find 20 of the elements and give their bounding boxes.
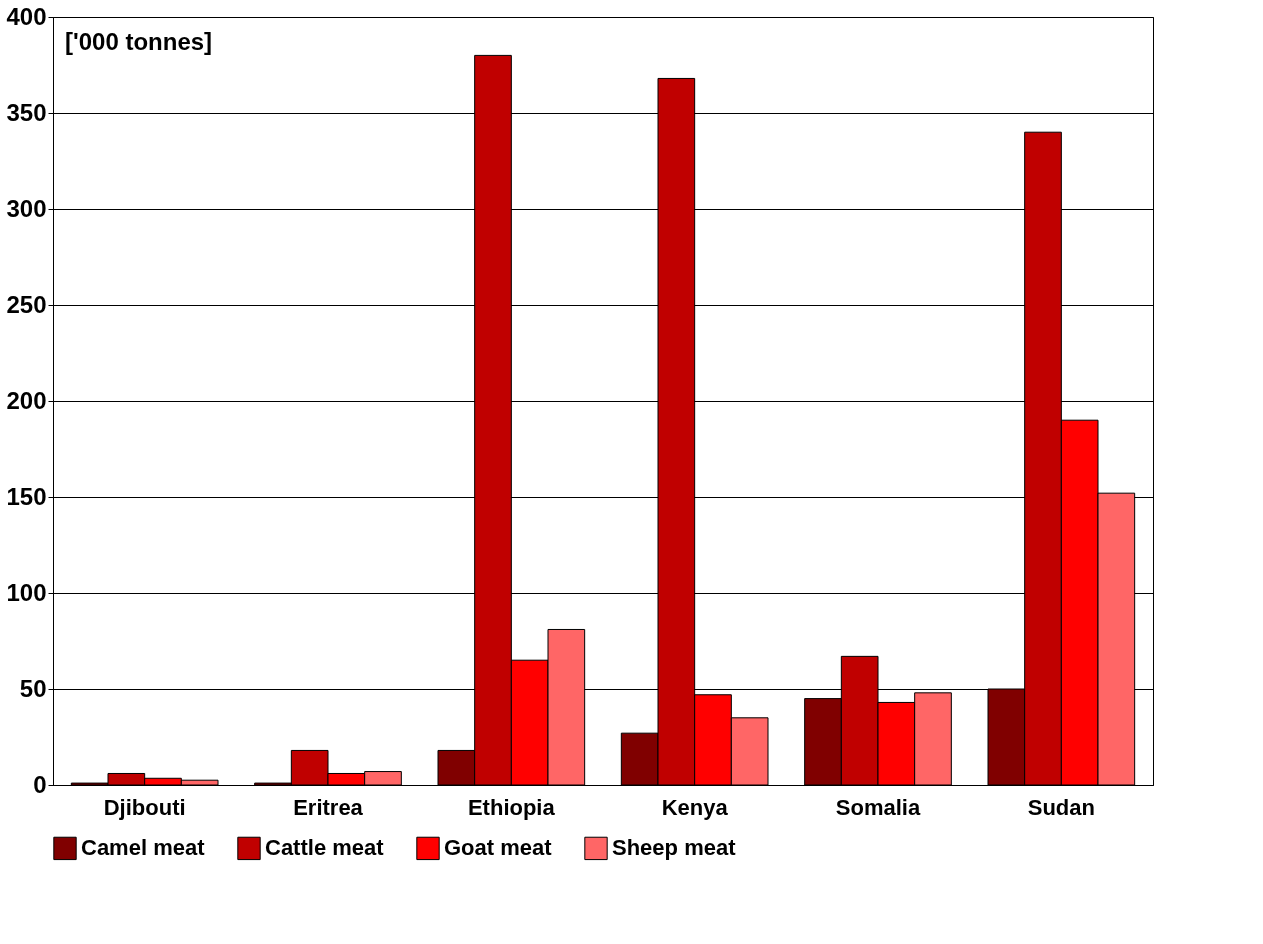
y-tick-label: 250 xyxy=(6,290,47,318)
legend-label: Sheep meat xyxy=(612,835,737,861)
x-tick-label: Djibouti xyxy=(103,794,186,820)
x-tick-label: Sudan xyxy=(1027,794,1095,820)
annotation: ['000 tonnes] xyxy=(65,28,213,55)
x-tick-label: Kenya xyxy=(661,794,729,820)
y-tick-label: 100 xyxy=(6,578,47,606)
x-tick-label: Somalia xyxy=(835,794,921,820)
legend-label: Cattle meat xyxy=(265,835,385,861)
y-tick-label: 0 xyxy=(33,770,47,798)
x-tick-label: Ethiopia xyxy=(467,794,556,820)
x-tick-label: Eritrea xyxy=(293,794,364,820)
y-tick-label: 300 xyxy=(6,194,47,222)
y-tick-label: 200 xyxy=(6,386,47,414)
y-tick-label: 350 xyxy=(6,98,47,126)
y-tick-label: 400 xyxy=(6,2,47,30)
legend-label: Camel meat xyxy=(81,835,206,861)
y-tick-label: 50 xyxy=(19,674,47,702)
legend-label: Goat meat xyxy=(444,835,553,861)
y-tick-label: 150 xyxy=(6,482,47,510)
